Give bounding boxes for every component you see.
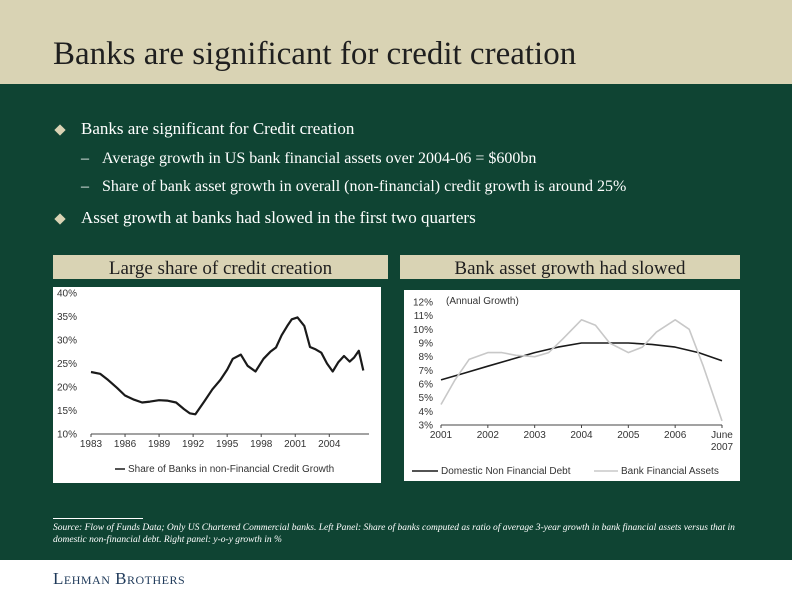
dash-2: – bbox=[81, 178, 89, 195]
bullet-2: Asset growth at banks had slowed in the … bbox=[81, 208, 476, 227]
lehman-brothers-logo: Lehman Brothers bbox=[53, 569, 186, 588]
source-note: Source: Flow of Funds Data; Only US Char… bbox=[53, 523, 735, 545]
x-tick-label: 2003 bbox=[524, 430, 547, 441]
x-tick-label: 2004 bbox=[318, 439, 341, 450]
y-tick-label: 7% bbox=[419, 366, 434, 377]
x-tick-label: 1989 bbox=[148, 439, 171, 450]
x-tick-label: 1986 bbox=[114, 439, 137, 450]
left-chart-svg: 10% 15% 20% 25% 30% 35% 40% 1983 1986 1989 1992 199… bbox=[57, 289, 369, 475]
y-tick-label: 5% bbox=[419, 393, 434, 404]
slide-title: Banks are significant for credit creatio… bbox=[53, 36, 577, 72]
y-tick-label: 20% bbox=[57, 383, 77, 394]
bullet-1: Banks are significant for Credit creatio… bbox=[81, 119, 355, 138]
source-rule bbox=[53, 518, 143, 519]
x-tick-label: 2004 bbox=[570, 430, 593, 441]
y-tick-label: 40% bbox=[57, 289, 77, 300]
legend-label: Bank Financial Assets bbox=[621, 466, 719, 477]
x-tick-label: 2001 bbox=[430, 430, 453, 441]
x-tick-label: June 2007 bbox=[711, 430, 734, 453]
legend-label: Domestic Non Financial Debt bbox=[441, 466, 571, 477]
bullet-1-1: Average growth in US bank financial asse… bbox=[102, 150, 537, 167]
y-tick-label: 10% bbox=[413, 325, 433, 336]
y-tick-label: 8% bbox=[419, 352, 434, 363]
y-tick-label: 35% bbox=[57, 312, 77, 323]
x-tick-label: 2002 bbox=[477, 430, 500, 441]
y-tick-label: 30% bbox=[57, 336, 77, 347]
series-line-1 bbox=[90, 316, 365, 416]
title-bar: Banks are significant for credit creatio… bbox=[0, 0, 792, 84]
x-tick-label: 2001 bbox=[284, 439, 307, 450]
left-chart: 10% 15% 20% 25% 30% 35% 40% 1983 1986 1989 1992 199… bbox=[53, 287, 381, 483]
dash-1: – bbox=[81, 150, 89, 167]
y-tick-label: 25% bbox=[57, 359, 77, 370]
legend-label: Share of Banks in non-Financial Credit G… bbox=[128, 464, 334, 475]
right-chart: 3% 4% 5% 6% 7% 8% 9% 10% 11% 12% 2001 2002 2003 2004 2… bbox=[404, 290, 740, 481]
y-tick-label: 11% bbox=[414, 311, 433, 322]
x-tick-label: 1992 bbox=[182, 439, 205, 450]
y-tick-label: 15% bbox=[57, 406, 77, 417]
x-tick-label: 1995 bbox=[216, 439, 239, 450]
left-panel-title: Large share of credit creation bbox=[53, 255, 388, 279]
x-tick-label: 2005 bbox=[617, 430, 640, 441]
series-line-2 bbox=[440, 318, 723, 422]
y-tick-label: 9% bbox=[419, 339, 434, 350]
x-tick-label: 1998 bbox=[250, 439, 273, 450]
y-tick-label: 12% bbox=[413, 298, 433, 309]
y-axis-label: (Annual Growth) bbox=[446, 296, 519, 307]
x-tick-label: 1983 bbox=[80, 439, 103, 450]
right-chart-svg: 3% 4% 5% 6% 7% 8% 9% 10% 11% 12% 2001 2002 2003 2004 2… bbox=[412, 296, 734, 477]
y-tick-label: 6% bbox=[419, 380, 434, 391]
x-tick-label: 2006 bbox=[664, 430, 687, 441]
y-tick-label: 3% bbox=[419, 421, 434, 432]
series-line-1 bbox=[440, 342, 723, 381]
right-panel-title: Bank asset growth had slowed bbox=[400, 255, 740, 279]
y-tick-label: 10% bbox=[57, 430, 77, 441]
bullet-1-2: Share of bank asset growth in overall (n… bbox=[102, 178, 627, 195]
y-tick-label: 4% bbox=[419, 407, 434, 418]
